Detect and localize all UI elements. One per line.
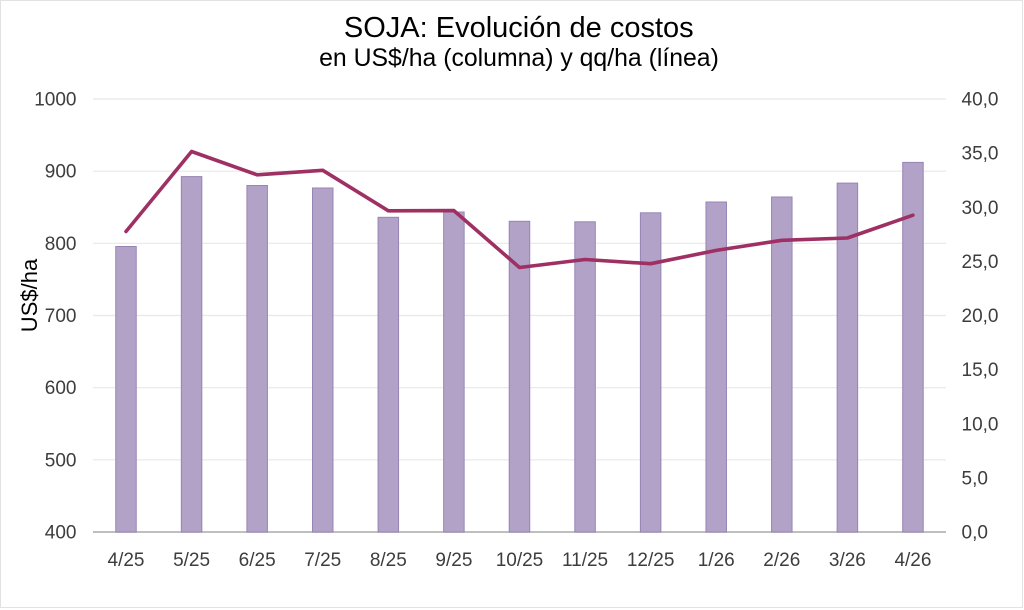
svg-text:5/25: 5/25 — [173, 550, 210, 571]
svg-text:11/25: 11/25 — [562, 550, 608, 571]
svg-text:US$/ha: US$/ha — [17, 258, 42, 332]
svg-text:600: 600 — [45, 378, 77, 399]
svg-text:1/26: 1/26 — [698, 550, 735, 571]
svg-text:12/25: 12/25 — [627, 550, 675, 571]
svg-text:15,0: 15,0 — [962, 360, 999, 381]
svg-text:SOJA: Evolución de costos: SOJA: Evolución de costos — [344, 12, 694, 44]
svg-text:500: 500 — [45, 450, 77, 471]
svg-text:5,0: 5,0 — [962, 468, 988, 489]
svg-text:4/26: 4/26 — [894, 550, 931, 571]
svg-text:1000: 1000 — [34, 90, 76, 111]
svg-text:6/25: 6/25 — [239, 550, 276, 571]
svg-text:9/25: 9/25 — [435, 550, 472, 571]
svg-text:10,0: 10,0 — [962, 414, 999, 435]
svg-text:7/25: 7/25 — [304, 550, 341, 571]
svg-text:35,0: 35,0 — [962, 144, 999, 165]
svg-text:4/25: 4/25 — [108, 550, 145, 571]
svg-text:3/26: 3/26 — [829, 550, 866, 571]
svg-text:2/26: 2/26 — [763, 550, 800, 571]
svg-text:0,0: 0,0 — [962, 523, 988, 544]
svg-text:800: 800 — [45, 234, 77, 255]
svg-text:20,0: 20,0 — [962, 306, 999, 327]
svg-text:400: 400 — [45, 523, 77, 544]
svg-text:40,0: 40,0 — [962, 90, 999, 111]
svg-text:30,0: 30,0 — [962, 198, 999, 219]
svg-text:en US$/ha (columna) y qq/ha (l: en US$/ha (columna) y qq/ha (línea) — [319, 45, 719, 72]
svg-text:700: 700 — [45, 306, 77, 327]
svg-text:10/25: 10/25 — [496, 550, 544, 571]
svg-text:25,0: 25,0 — [962, 252, 999, 273]
svg-text:8/25: 8/25 — [370, 550, 407, 571]
svg-text:900: 900 — [45, 162, 77, 183]
